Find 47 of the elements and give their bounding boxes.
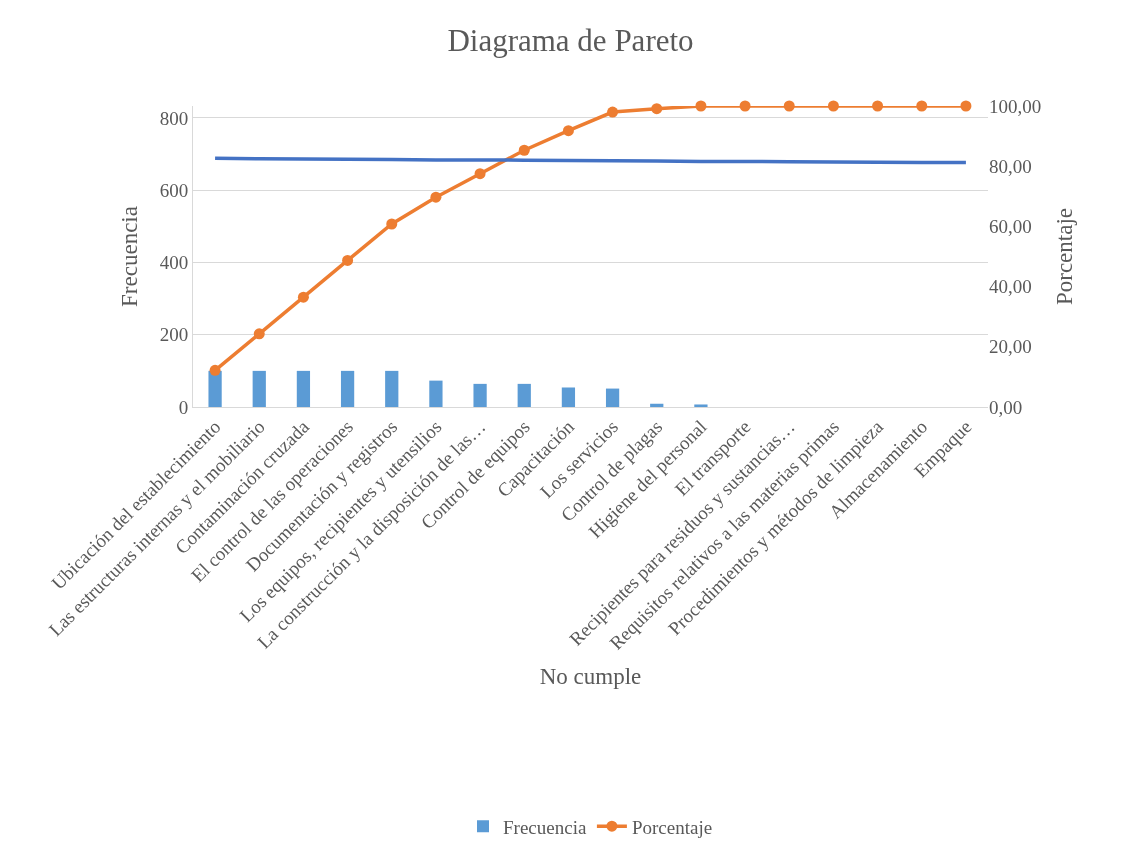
bar	[650, 403, 664, 407]
point	[474, 168, 486, 180]
y-tick-label: 0	[178, 396, 189, 418]
point	[386, 218, 398, 230]
point	[783, 100, 795, 112]
point	[695, 100, 707, 112]
point	[827, 100, 839, 112]
y2-tick-label: 0,00	[989, 396, 1023, 418]
y2-tick-label: 100,00	[989, 95, 1042, 117]
point	[209, 364, 221, 376]
legend-label: Frecuencia	[503, 816, 587, 838]
chart-title: Diagrama de Pareto	[447, 23, 694, 59]
bar	[429, 380, 443, 407]
y-tick-label: 200	[159, 324, 189, 346]
y2-tick-label: 20,00	[989, 336, 1032, 358]
point	[607, 106, 619, 118]
bar	[473, 383, 487, 407]
y-tick-label: 800	[159, 107, 189, 129]
point	[872, 100, 884, 112]
point	[562, 125, 574, 137]
y-tick-label: 600	[159, 179, 189, 201]
point	[916, 100, 928, 112]
bar	[561, 387, 576, 407]
point	[430, 191, 442, 203]
bar	[340, 370, 355, 407]
y2-tick-label: 40,00	[989, 276, 1032, 298]
point	[342, 254, 354, 266]
point	[518, 144, 530, 156]
point	[960, 100, 972, 112]
y2-axis-title: Porcentaje	[1051, 207, 1077, 306]
point	[253, 328, 265, 340]
bar	[208, 370, 222, 407]
y2-tick-label: 60,00	[989, 216, 1032, 238]
bar	[296, 370, 311, 407]
bar	[517, 383, 531, 407]
legend-label: Porcentaje	[631, 816, 713, 838]
y-tick-label: 400	[159, 252, 189, 274]
y2-tick-label: 80,00	[989, 155, 1032, 177]
x-axis-title: No cumple	[539, 664, 642, 690]
point	[297, 291, 309, 303]
bar	[605, 388, 620, 407]
bar	[385, 370, 399, 407]
point	[651, 103, 663, 115]
point	[739, 100, 751, 112]
bar	[694, 404, 708, 407]
y-axis-title: Frecuencia	[117, 206, 143, 307]
bar	[252, 370, 266, 407]
